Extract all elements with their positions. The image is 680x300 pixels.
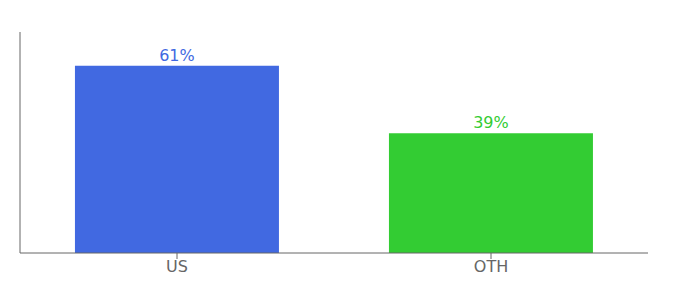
svg-text:US: US: [166, 257, 188, 276]
svg-text:39%: 39%: [473, 113, 509, 132]
svg-text:61%: 61%: [159, 46, 195, 65]
svg-text:OTH: OTH: [474, 257, 508, 276]
